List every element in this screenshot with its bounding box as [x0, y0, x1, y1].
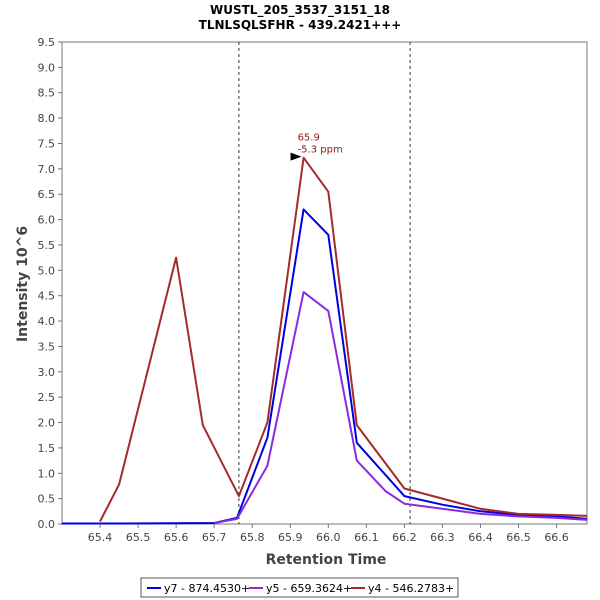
- x-tick-label: 66.3: [430, 531, 455, 544]
- x-tick-label: 65.6: [164, 531, 189, 544]
- x-tick-label: 65.4: [88, 531, 113, 544]
- x-tick-label: 66.0: [316, 531, 341, 544]
- series-line-1: [62, 208, 588, 525]
- chart-subtitle: TLNLSQLSFHR - 439.2421+++: [199, 18, 402, 32]
- x-tick-label: 66.4: [468, 531, 493, 544]
- y-tick-label: 0.0: [38, 518, 56, 531]
- plot-frame: [61, 41, 588, 525]
- y-tick-label: 6.5: [38, 188, 56, 201]
- y-tick-label: 5.0: [38, 264, 56, 277]
- series-line-2: [214, 291, 588, 524]
- peak-arrow-icon: [290, 152, 302, 161]
- x-tick-label: 66.1: [354, 531, 379, 544]
- x-tick-label: 65.5: [126, 531, 151, 544]
- series-lines: [62, 156, 588, 525]
- y-tick-label: 4.0: [38, 315, 56, 328]
- legend: y7 - 874.4530+ y5 - 659.3624+ y4 - 546.278…: [140, 577, 459, 598]
- y-tick-label: 1.5: [38, 442, 56, 455]
- y-tick-label: 8.0: [38, 112, 56, 125]
- y-tick-label: 3.5: [38, 340, 56, 353]
- y-tick-label: 0.5: [38, 493, 56, 506]
- y-axis-label: Intensity 10^6: [15, 226, 31, 342]
- y-tick-label: 6.0: [38, 214, 56, 227]
- x-tick-label: 65.9: [278, 531, 303, 544]
- x-tick-label: 66.6: [544, 531, 569, 544]
- legend-box: [140, 577, 459, 598]
- x-axis-label: Retention Time: [266, 552, 387, 568]
- x-axis-ticks: 65.4 65.5 65.6 65.7 65.8 65.9 66.0 66.1 66.2 66.3…: [88, 524, 569, 544]
- legend-label: y5 - 659.3624+: [266, 582, 352, 595]
- x-tick-label: 66.2: [392, 531, 417, 544]
- y-tick-label: 2.5: [38, 391, 56, 404]
- series-line-3: [99, 156, 588, 522]
- y-tick-label: 9.5: [38, 36, 56, 49]
- peak-boundaries: [238, 42, 411, 524]
- y-tick-label: 9.0: [38, 61, 56, 74]
- peak-annotation: 65.9 -5.3 ppm: [290, 133, 343, 161]
- legend-items: y7 - 874.4530+ y5 - 659.3624+ y4 - 546.278…: [147, 582, 454, 595]
- peak-annotation-rt: 65.9: [298, 133, 320, 144]
- y-tick-label: 1.0: [38, 467, 56, 480]
- y-tick-label: 8.5: [38, 87, 56, 100]
- legend-label: y4 - 546.2783+: [368, 582, 454, 595]
- x-tick-label: 66.5: [506, 531, 531, 544]
- y-axis-ticks: 0.0 0.5 1.0 1.5 2.0 2.5 3.0 3.5 4.0 4.5 5.0 5.5 6.0 6…: [38, 36, 62, 531]
- y-tick-label: 3.0: [38, 366, 56, 379]
- plot-area: 65.9 -5.3 ppm: [61, 41, 588, 525]
- y-tick-label: 4.5: [38, 290, 56, 303]
- y-tick-label: 7.5: [38, 137, 56, 150]
- peak-annotation-ppm: -5.3 ppm: [298, 145, 343, 156]
- chart-title: WUSTL_205_3537_3151_18: [210, 3, 390, 18]
- x-tick-label: 65.7: [202, 531, 227, 544]
- y-tick-label: 7.0: [38, 163, 56, 176]
- y-tick-label: 5.5: [38, 239, 56, 252]
- legend-label: y7 - 874.4530+: [164, 582, 250, 595]
- y-tick-label: 2.0: [38, 417, 56, 430]
- x-tick-label: 65.8: [240, 531, 265, 544]
